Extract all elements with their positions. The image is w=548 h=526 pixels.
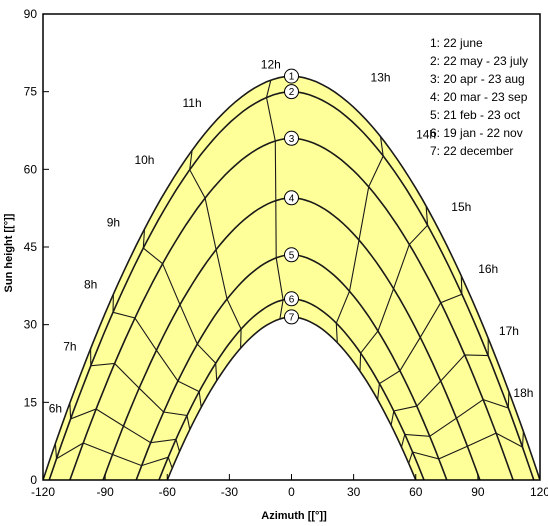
curve-id-label: 5 <box>289 250 295 261</box>
curve-id-label: 1 <box>289 72 295 83</box>
curve-id-4: 4 <box>284 190 299 206</box>
x-tick-label: -60 <box>159 485 177 499</box>
curve-id-circle <box>284 291 299 307</box>
x-axis-title: Azimuth [[°]] <box>261 510 327 522</box>
hour-label-17h: 17h <box>499 324 519 338</box>
sun-path-fill <box>43 76 540 480</box>
x-tick-label: 60 <box>409 485 423 499</box>
x-tick-label: -90 <box>96 485 114 499</box>
legend: 1: 22 june 2: 22 may - 23 july 3: 20 apr -… <box>430 36 528 158</box>
hour-label-13h: 13h <box>371 70 391 84</box>
hour-label-10h: 10h <box>134 153 154 167</box>
y-axis-title: Sun height [[°]] <box>3 213 15 292</box>
curve-id-circle <box>284 309 299 325</box>
x-tick-label: -120 <box>31 485 55 499</box>
hour-label-14h: 14h <box>416 127 436 141</box>
curve-id-label: 7 <box>289 312 295 323</box>
hour-label-8h: 8h <box>84 277 97 291</box>
curve-id-label: 3 <box>289 134 295 145</box>
hour-label-6h: 6h <box>49 402 62 416</box>
x-tick-label: 30 <box>347 485 361 499</box>
x-tick-label: 90 <box>471 485 485 499</box>
x-tick-label: 0 <box>288 485 295 499</box>
hour-label-15h: 15h <box>451 200 471 214</box>
curve-id-5: 5 <box>284 247 299 263</box>
hour-label-11h: 11h <box>183 96 202 110</box>
y-tick-label: 0 <box>30 473 37 487</box>
legend-item-3: 3: 20 apr - 23 aug <box>430 72 525 86</box>
y-tick-label: 90 <box>24 7 38 21</box>
curve-id-circle <box>284 190 299 206</box>
curve-id-7: 7 <box>284 309 299 325</box>
legend-item-2: 2: 22 may - 23 july <box>430 54 528 68</box>
curve-id-1: 1 <box>284 68 299 84</box>
legend-item-1: 1: 22 june <box>430 36 483 50</box>
curve-id-3: 3 <box>284 130 299 146</box>
legend-item-5: 5: 21 feb - 23 oct <box>430 108 521 122</box>
hour-label-18h: 18h <box>513 386 533 400</box>
curve-id-label: 6 <box>289 294 295 305</box>
y-tick-label: 15 <box>24 395 38 409</box>
legend-item-4: 4: 20 mar - 23 sep <box>430 90 528 104</box>
legend-item-7: 7: 22 december <box>430 144 513 158</box>
y-tick-label: 60 <box>24 162 38 176</box>
x-tick-label: -30 <box>221 485 239 499</box>
curve-id-circle <box>284 247 299 263</box>
y-tick-label: 30 <box>24 318 38 332</box>
y-tick-label: 75 <box>24 85 38 99</box>
curve-id-circle <box>284 84 299 100</box>
curve-id-6: 6 <box>284 291 299 307</box>
sun-band-area <box>43 76 540 480</box>
hour-label-9h: 9h <box>107 215 120 229</box>
curve-id-circle <box>284 68 299 84</box>
hour-label-16h: 16h <box>478 262 498 276</box>
x-tick-label: 120 <box>530 485 548 499</box>
legend-item-6: 6: 19 jan - 22 nov <box>430 126 523 140</box>
y-tick-label: 45 <box>24 240 38 254</box>
curve-id-2: 2 <box>284 84 299 100</box>
hour-label-12h: 12h <box>261 57 281 71</box>
curve-id-label: 2 <box>289 87 295 98</box>
hour-label-7h: 7h <box>63 340 76 354</box>
curve-id-markers: 1 2 3 4 5 6 7 <box>284 68 299 325</box>
curve-id-label: 4 <box>289 193 295 204</box>
hour-labels: 6h 7h 8h 9h 10h 11h 12h 13h 14h 15h 16h 17h 18h <box>49 57 534 415</box>
curve-id-circle <box>284 130 299 146</box>
